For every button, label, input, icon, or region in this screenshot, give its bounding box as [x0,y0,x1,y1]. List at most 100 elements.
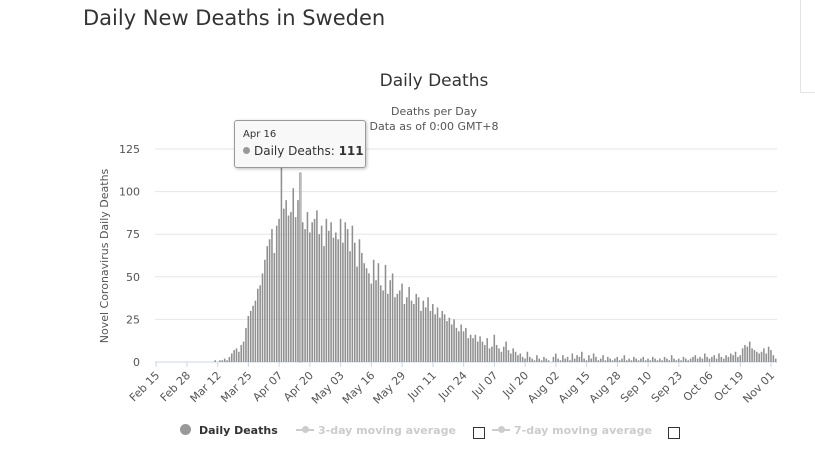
bar[interactable] [633,356,635,362]
bar[interactable] [526,351,529,362]
bar[interactable] [554,353,557,362]
bar[interactable] [538,358,540,362]
bar[interactable] [394,297,396,362]
bar[interactable] [675,360,678,362]
bar[interactable] [474,334,477,362]
bar[interactable] [230,353,233,362]
bar[interactable] [677,358,680,362]
bar[interactable] [290,212,292,362]
bar[interactable] [368,273,370,362]
bar[interactable] [642,356,645,362]
bar[interactable] [339,218,342,362]
bar[interactable] [391,273,394,362]
bar[interactable] [304,229,306,362]
bar[interactable] [422,300,425,362]
bar[interactable] [256,288,259,362]
bar[interactable] [353,242,356,362]
bar[interactable] [460,324,462,362]
bar[interactable] [332,237,335,362]
bar[interactable] [379,285,382,362]
bar[interactable] [285,200,287,362]
bar[interactable] [741,348,744,362]
bar[interactable] [325,218,328,362]
bar[interactable] [405,297,408,362]
bar[interactable] [595,356,597,362]
bar[interactable] [242,341,245,362]
bar[interactable] [264,259,266,362]
bar[interactable] [689,358,692,362]
bar[interactable] [342,242,344,362]
bar[interactable] [245,327,247,362]
bar[interactable] [469,334,472,362]
bar[interactable] [301,222,304,362]
bar[interactable] [569,360,571,362]
bar[interactable] [498,348,500,362]
bar[interactable] [765,353,768,362]
bar[interactable] [375,280,377,362]
bar[interactable] [680,360,682,362]
bar[interactable] [476,341,479,362]
bar[interactable] [420,310,422,362]
bar[interactable] [398,290,401,362]
bar[interactable] [507,350,510,362]
bar[interactable] [576,355,578,362]
legend-item-7day-average[interactable]: 7-day moving average [492,424,652,437]
bar[interactable] [387,293,389,362]
bar[interactable] [585,360,588,362]
bar[interactable] [361,252,363,362]
bar[interactable] [772,355,775,362]
bar[interactable] [316,210,318,362]
bar[interactable] [694,355,697,362]
bar[interactable] [635,358,637,362]
bar[interactable] [564,358,567,362]
bar[interactable] [637,360,640,362]
bar[interactable] [618,360,621,362]
bar[interactable] [756,351,758,362]
bar[interactable] [323,246,325,362]
bar[interactable] [760,351,763,362]
bar[interactable] [696,358,699,362]
bar[interactable] [670,355,673,362]
bar[interactable] [311,222,313,362]
bar[interactable] [651,356,654,362]
bar[interactable] [592,353,595,362]
bar[interactable] [711,356,713,362]
bar[interactable] [358,239,361,362]
bar[interactable] [356,266,358,362]
bar[interactable] [718,353,720,362]
bar[interactable] [630,360,633,362]
bar[interactable] [467,338,470,362]
bar[interactable] [427,297,429,362]
bar[interactable] [734,351,737,362]
bar[interactable] [240,344,243,362]
bar[interactable] [458,331,460,362]
bar[interactable] [436,307,439,362]
bar[interactable] [649,360,652,362]
bar[interactable] [753,350,756,362]
bar[interactable] [647,358,649,362]
bar[interactable] [389,280,392,362]
bar[interactable] [299,172,302,363]
bar[interactable] [625,360,628,362]
bar[interactable] [337,239,339,362]
bar[interactable] [692,356,694,362]
bar[interactable] [609,358,611,362]
bar[interactable] [543,356,545,362]
bar[interactable] [590,358,593,362]
bar[interactable] [327,230,330,362]
bar[interactable] [640,358,642,362]
bar[interactable] [377,263,380,362]
bar[interactable] [510,353,512,362]
bar[interactable] [770,350,772,362]
bar[interactable] [330,222,332,362]
bar[interactable] [294,217,297,362]
bar[interactable] [448,317,451,362]
bar[interactable] [512,348,514,362]
bar[interactable] [557,358,559,362]
bar[interactable] [370,283,373,362]
bar[interactable] [505,341,507,362]
bar[interactable] [432,304,434,362]
bar[interactable] [235,348,238,362]
bar[interactable] [417,297,420,362]
bar[interactable] [685,358,687,362]
